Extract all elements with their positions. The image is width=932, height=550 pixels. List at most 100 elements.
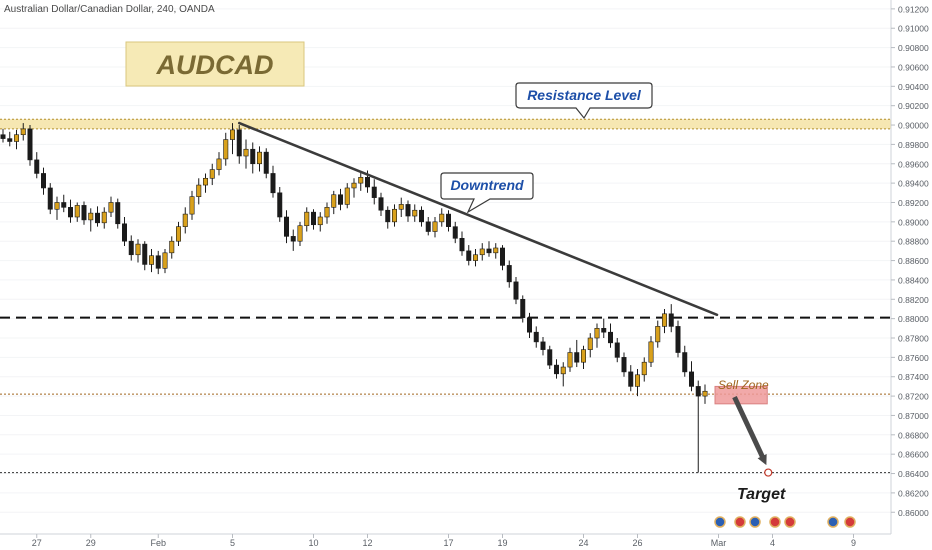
candle-body[interactable] — [439, 213, 445, 223]
candle-body[interactable] — [169, 240, 175, 254]
candle-body[interactable] — [459, 237, 465, 252]
candle-body[interactable] — [358, 177, 364, 184]
candle-body[interactable] — [513, 281, 519, 300]
candle-body[interactable] — [655, 326, 661, 343]
candle-body[interactable] — [607, 331, 613, 344]
event-icon[interactable] — [827, 516, 839, 528]
candle-body[interactable] — [0, 134, 6, 139]
candle-body[interactable] — [189, 196, 195, 215]
candle-body[interactable] — [499, 247, 505, 266]
candle-body[interactable] — [452, 226, 458, 239]
candle-body[interactable] — [648, 341, 654, 363]
candle-body[interactable] — [88, 212, 94, 221]
candle-body[interactable] — [695, 386, 701, 397]
candle-body[interactable] — [682, 352, 688, 373]
candle-body[interactable] — [567, 352, 573, 368]
candle-body[interactable] — [34, 159, 40, 174]
downtrend-callout[interactable]: Downtrend — [440, 172, 534, 214]
candle-body[interactable] — [81, 205, 87, 221]
candle-body[interactable] — [560, 366, 566, 375]
candle-body[interactable] — [20, 128, 26, 136]
candle-body[interactable] — [540, 341, 546, 350]
candle-body[interactable] — [486, 248, 492, 254]
candle-body[interactable] — [95, 212, 101, 224]
candle-body[interactable] — [101, 211, 107, 224]
candle-body[interactable] — [526, 317, 532, 333]
candle-body[interactable] — [277, 192, 283, 218]
candle-body[interactable] — [40, 173, 46, 189]
candle-body[interactable] — [405, 204, 411, 217]
candle-body[interactable] — [297, 225, 303, 242]
candle-body[interactable] — [580, 349, 586, 363]
candle-body[interactable] — [7, 138, 13, 142]
candle-body[interactable] — [533, 331, 539, 343]
candle-body[interactable] — [391, 208, 397, 223]
candle-body[interactable] — [317, 216, 323, 226]
candle-body[interactable] — [688, 371, 694, 387]
candle-body[interactable] — [628, 371, 634, 387]
candle-body[interactable] — [601, 328, 607, 333]
candle-body[interactable] — [54, 202, 60, 210]
candle-body[interactable] — [182, 213, 188, 227]
candle-body[interactable] — [256, 151, 262, 165]
candle-body[interactable] — [587, 337, 593, 350]
event-icon[interactable] — [734, 516, 746, 528]
sell-zone-box[interactable] — [714, 385, 768, 405]
candle-body[interactable] — [304, 211, 310, 227]
candle-body[interactable] — [547, 349, 553, 366]
candle-body[interactable] — [209, 169, 215, 179]
candle-body[interactable] — [270, 173, 276, 194]
candle-body[interactable] — [661, 313, 667, 327]
candle-body[interactable] — [472, 254, 478, 261]
candle-body[interactable] — [385, 209, 391, 223]
candle-body[interactable] — [223, 139, 229, 160]
candle-body[interactable] — [668, 313, 674, 327]
candle-body[interactable] — [27, 128, 33, 161]
candle-body[interactable] — [149, 255, 155, 265]
candle-body[interactable] — [344, 187, 350, 205]
candle-body[interactable] — [122, 223, 128, 242]
candle-body[interactable] — [290, 236, 296, 242]
candle-body[interactable] — [14, 134, 20, 142]
time-axis[interactable]: 27 29 Feb 5 10 12 17 19 24 26 Mar 4 9 — [32, 534, 856, 548]
candle-body[interactable] — [702, 390, 708, 397]
candle-body[interactable] — [216, 158, 222, 170]
candle-body[interactable] — [142, 243, 148, 265]
candle-body[interactable] — [594, 328, 600, 339]
candle-body[interactable] — [675, 326, 681, 353]
candle-body[interactable] — [493, 247, 499, 254]
candle-body[interactable] — [432, 221, 438, 232]
candle-body[interactable] — [176, 226, 182, 242]
candle-body[interactable] — [263, 151, 269, 174]
candle-body[interactable] — [310, 211, 316, 226]
candle-body[interactable] — [418, 209, 424, 223]
candle-body[interactable] — [621, 357, 627, 373]
event-icons[interactable] — [714, 516, 856, 528]
candle-body[interactable] — [135, 243, 141, 256]
candle-body[interactable] — [364, 177, 370, 188]
candle-body[interactable] — [324, 207, 330, 218]
candle-body[interactable] — [74, 205, 80, 218]
candle-body[interactable] — [115, 202, 121, 225]
candle-body[interactable] — [203, 177, 209, 186]
event-icon[interactable] — [769, 516, 781, 528]
candle-body[interactable] — [61, 202, 67, 208]
candle-body[interactable] — [574, 352, 580, 363]
candle-body[interactable] — [506, 265, 512, 283]
candle-body[interactable] — [351, 182, 357, 189]
candle-body[interactable] — [331, 194, 337, 208]
candle-body[interactable] — [128, 240, 134, 256]
candle-body[interactable] — [283, 216, 289, 237]
event-icon[interactable] — [714, 516, 726, 528]
candle-body[interactable] — [378, 197, 384, 211]
candle-body[interactable] — [398, 204, 404, 210]
candle-body[interactable] — [641, 361, 647, 376]
candle-body[interactable] — [196, 184, 202, 197]
candle-body[interactable] — [634, 374, 640, 387]
candle-body[interactable] — [337, 194, 343, 205]
candle-body[interactable] — [553, 364, 559, 375]
candle-body[interactable] — [162, 252, 168, 269]
candle-body[interactable] — [479, 248, 485, 256]
candle-body[interactable] — [445, 213, 451, 227]
